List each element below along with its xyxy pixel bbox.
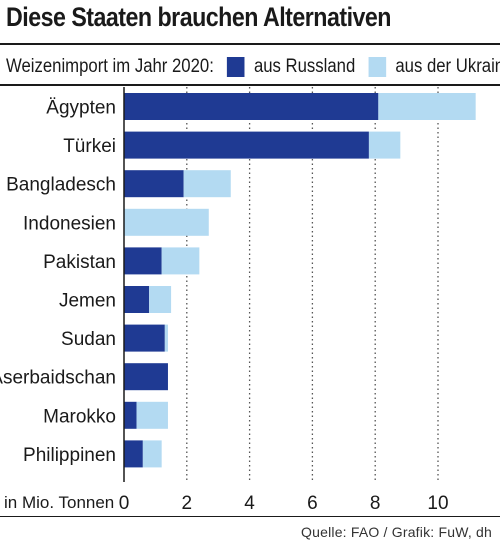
footer-rule: [0, 516, 500, 517]
legend-label-russland: aus Russland: [253, 56, 356, 77]
category-label: Bangladesch: [6, 175, 116, 196]
tick-label: 4: [244, 493, 255, 514]
tick-label: 0: [119, 493, 130, 514]
bar-marokko-ukraine: [136, 401, 168, 429]
category-label: Pakistan: [43, 252, 116, 273]
bar-jemen-russland: [124, 286, 150, 313]
bar-sudan-russland: [124, 324, 165, 352]
legend-swatch-russland: [227, 57, 245, 77]
legend: Weizenimport im Jahr 2020: aus Russland …: [6, 56, 500, 82]
tick-label: 2: [182, 493, 193, 514]
bar-philippinen-ukraine: [142, 440, 162, 468]
category-label: Marokko: [43, 406, 116, 427]
tick-label: 6: [307, 493, 318, 514]
title-rule: [0, 43, 500, 45]
source-note: Quelle: FAO / Grafik: FuW, dh: [301, 524, 492, 540]
category-label: Jemen: [59, 291, 116, 312]
bar-indonesien-ukraine: [124, 208, 209, 236]
bar-ägypten-ukraine: [378, 93, 476, 120]
bar-aserbaidschan-russland: [124, 363, 168, 391]
category-label: Indonesien: [23, 213, 116, 234]
category-label: Aserbaidschan: [0, 368, 116, 389]
category-label: Sudan: [61, 329, 116, 350]
bar-bangladesch-russland: [124, 170, 184, 198]
bar-ägypten-russland: [124, 93, 379, 120]
bar-bangladesch-ukraine: [183, 170, 231, 198]
legend-caption: Weizenimport im Jahr 2020:: [6, 56, 214, 77]
bar-marokko-russland: [124, 401, 137, 429]
bar-pakistan-ukraine: [161, 247, 200, 275]
bar-türkei-ukraine: [368, 131, 401, 159]
bar-jemen-ukraine: [149, 286, 172, 313]
legend-rule: [0, 84, 500, 86]
category-label: Türkei: [63, 136, 116, 157]
tick-label: 10: [427, 493, 448, 514]
tick-label: 8: [370, 493, 381, 514]
bar-philippinen-russland: [124, 440, 143, 468]
bar-pakistan-russland: [124, 247, 162, 275]
chart-title: Diese Staaten brauchen Alternativen: [6, 2, 391, 32]
category-label: Ägypten: [46, 98, 116, 119]
category-label: Philippinen: [23, 445, 116, 466]
legend-swatch-ukraine: [368, 57, 387, 77]
legend-label-ukraine: aus der Ukraine: [395, 56, 500, 77]
bar-sudan-ukraine: [164, 324, 168, 352]
bar-türkei-russland: [124, 131, 369, 159]
x-axis-unit-label: in Mio. Tonnen: [4, 493, 114, 512]
